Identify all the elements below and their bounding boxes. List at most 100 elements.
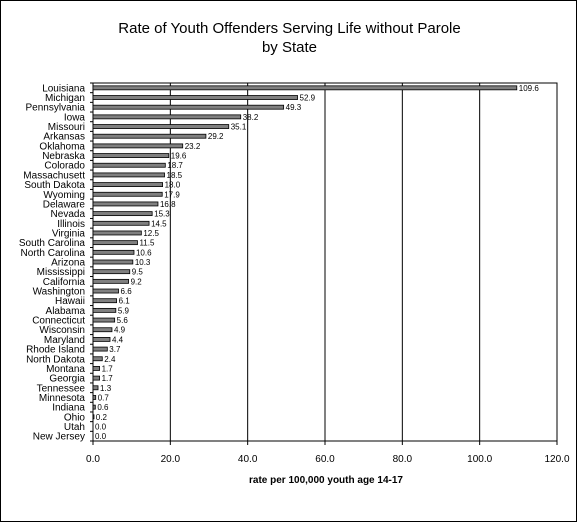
category-label: Minnesota bbox=[39, 393, 86, 404]
value-label: 29.2 bbox=[208, 132, 224, 141]
category-label: Michigan bbox=[45, 93, 85, 104]
bar-virginia bbox=[92, 230, 142, 236]
value-label: 15.3 bbox=[154, 210, 170, 219]
bar-ohio bbox=[92, 414, 95, 420]
value-label: 9.5 bbox=[132, 268, 144, 277]
category-label: South Carolina bbox=[19, 238, 86, 249]
bar-minnesota bbox=[92, 395, 97, 400]
value-label: 1.7 bbox=[102, 374, 114, 383]
value-label: 0.7 bbox=[98, 393, 110, 402]
value-label: 1.3 bbox=[100, 384, 112, 393]
category-label: Nebraska bbox=[42, 151, 85, 162]
value-label: 1.7 bbox=[102, 364, 114, 373]
value-label: 0.2 bbox=[96, 413, 108, 422]
value-label: 5.6 bbox=[117, 316, 129, 325]
bar-missouri bbox=[92, 124, 230, 129]
value-label: 109.6 bbox=[519, 84, 540, 93]
x-tick-label: 40.0 bbox=[238, 454, 258, 465]
value-label: 38.2 bbox=[243, 113, 259, 122]
bar-north-dakota bbox=[92, 356, 103, 362]
category-label: Arizona bbox=[51, 258, 85, 269]
bar-indiana bbox=[92, 404, 96, 410]
bar-massachusett bbox=[92, 172, 165, 178]
value-label: 4.4 bbox=[112, 335, 124, 344]
bar-california bbox=[92, 278, 129, 284]
category-label: Alabama bbox=[46, 306, 86, 317]
bar-rhode-island bbox=[92, 346, 108, 352]
category-label: Nevada bbox=[51, 209, 86, 220]
category-label: Connecticut bbox=[32, 316, 85, 327]
value-label: 18.0 bbox=[165, 181, 181, 190]
value-label: 23.2 bbox=[185, 142, 201, 151]
bar-georgia bbox=[92, 375, 100, 381]
category-label: Mississippi bbox=[37, 267, 85, 278]
category-label: Pennsylvania bbox=[26, 103, 86, 114]
bar-louisiana bbox=[92, 85, 518, 91]
category-label: California bbox=[43, 277, 86, 288]
category-label: South Dakota bbox=[24, 180, 85, 191]
category-label: Colorado bbox=[44, 161, 85, 172]
category-label: Arkansas bbox=[43, 132, 85, 143]
value-label: 0.0 bbox=[95, 422, 107, 431]
category-label: Georgia bbox=[49, 374, 85, 385]
bar-south-carolina bbox=[92, 240, 138, 246]
category-label: North Dakota bbox=[26, 354, 85, 365]
value-label: 35.1 bbox=[231, 123, 247, 132]
value-label: 4.9 bbox=[114, 326, 126, 335]
category-label: Massachusett bbox=[23, 170, 85, 181]
category-label: Virginia bbox=[52, 228, 86, 239]
chart-title-line-2: by State bbox=[261, 39, 318, 56]
category-label: North Carolina bbox=[21, 248, 86, 259]
value-label: 18.7 bbox=[167, 161, 183, 170]
value-label: 0.0 bbox=[95, 432, 107, 441]
chart-title-line-1: Rate of Youth Offenders Serving Life wit… bbox=[118, 20, 461, 37]
category-label: Montana bbox=[46, 364, 85, 375]
value-label: 17.9 bbox=[164, 190, 180, 199]
value-label: 6.1 bbox=[119, 297, 131, 306]
value-label: 0.6 bbox=[97, 403, 109, 412]
bar-hawaii bbox=[92, 298, 117, 304]
value-label: 49.3 bbox=[286, 103, 302, 112]
value-label: 6.6 bbox=[121, 287, 133, 296]
value-label: 3.7 bbox=[109, 345, 121, 354]
category-label: Utah bbox=[64, 422, 85, 433]
value-label: 12.5 bbox=[143, 229, 159, 238]
x-tick-label: 80.0 bbox=[393, 454, 413, 465]
x-tick-label: 20.0 bbox=[161, 454, 181, 465]
bar-michigan bbox=[92, 95, 298, 100]
bar-maryland bbox=[92, 337, 111, 342]
category-label: Hawaii bbox=[55, 296, 85, 307]
bar-nebraska bbox=[92, 153, 170, 158]
category-label: Louisiana bbox=[42, 83, 85, 94]
bar-tennessee bbox=[92, 385, 99, 391]
bar-colorado bbox=[92, 162, 166, 168]
category-label: Wisconsin bbox=[39, 325, 85, 336]
bar-delaware bbox=[92, 201, 159, 207]
bar-mississippi bbox=[92, 269, 131, 275]
category-label: Oklahoma bbox=[39, 141, 85, 152]
x-tick-label: 120.0 bbox=[544, 454, 569, 465]
category-label: Ohio bbox=[64, 412, 86, 423]
x-tick-label: 0.0 bbox=[86, 454, 100, 465]
value-label: 14.5 bbox=[151, 219, 167, 228]
bar-north-carolina bbox=[92, 249, 135, 255]
x-tick-label: 60.0 bbox=[315, 454, 335, 465]
category-label: Tennessee bbox=[37, 383, 86, 394]
bar-pennsylvania bbox=[92, 104, 285, 110]
value-label: 18.5 bbox=[167, 171, 183, 180]
category-label: Rhode Island bbox=[26, 345, 85, 356]
value-label: 10.6 bbox=[136, 248, 152, 257]
x-axis-title: rate per 100,000 youth age 14-17 bbox=[249, 475, 403, 486]
value-label: 9.2 bbox=[131, 277, 143, 286]
category-label: Missouri bbox=[48, 122, 85, 133]
bar-wyoming bbox=[92, 191, 163, 197]
category-label: New Jersey bbox=[33, 432, 85, 443]
bar-washington bbox=[92, 288, 119, 294]
value-label: 19.6 bbox=[171, 152, 187, 161]
bar-wisconsin bbox=[92, 327, 113, 333]
category-label: Delaware bbox=[43, 199, 86, 210]
value-label: 10.3 bbox=[135, 258, 151, 267]
category-label: Washington bbox=[33, 287, 85, 298]
